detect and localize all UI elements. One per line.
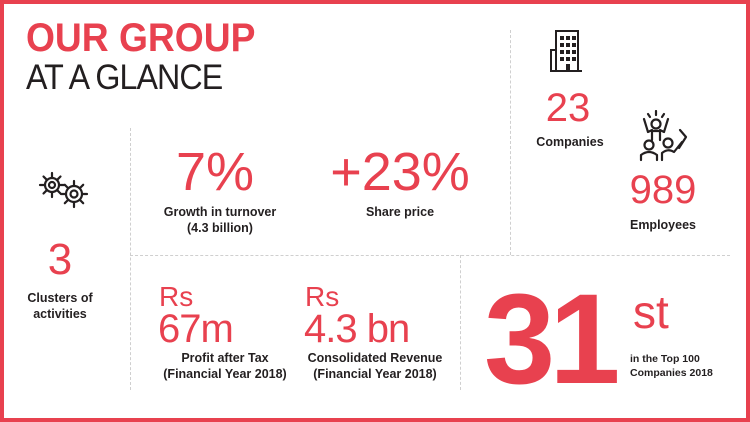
profit-label-line-1: Profit after Tax xyxy=(181,351,269,365)
share-value: +23% xyxy=(330,142,470,202)
ranking-suffix: st xyxy=(633,286,669,338)
companies-value: 23 xyxy=(545,86,591,130)
title-line-1: OUR GROUP xyxy=(26,16,256,60)
growth-label-line-1: Growth in turnover xyxy=(163,205,277,219)
growth-label: Growth in turnover (4.3 billion) xyxy=(150,204,290,236)
title-line-2: AT A GLANCE xyxy=(26,58,223,97)
people-icon xyxy=(636,109,692,162)
profit-value: 67m xyxy=(158,307,234,351)
revenue-label: Consolidated Revenue (Financial Year 201… xyxy=(300,350,450,382)
clusters-label-line-1: Clusters of xyxy=(27,291,93,305)
revenue-label-line-1: Consolidated Revenue xyxy=(307,351,443,365)
building-icon xyxy=(548,28,584,74)
gears-icon xyxy=(34,170,92,210)
profit-currency: Rs xyxy=(159,281,194,312)
profit-label: Profit after Tax (Financial Year 2018) xyxy=(150,350,300,382)
revenue-currency: Rs xyxy=(305,281,340,312)
share-label: Share price xyxy=(365,205,435,219)
revenue-label-line-2: (Financial Year 2018) xyxy=(313,367,437,381)
divider-middle xyxy=(130,255,730,256)
divider-top-right xyxy=(510,30,511,255)
ranking-label-line-2: Companies 2018 xyxy=(630,367,713,379)
clusters-label: Clusters of activities xyxy=(10,290,110,322)
ranking-label-line-1: in the Top 100 xyxy=(630,353,700,365)
growth-label-line-2: (4.3 billion) xyxy=(187,221,253,235)
ranking-label: in the Top 100 Companies 2018 xyxy=(630,352,740,380)
profit-label-line-2: (Financial Year 2018) xyxy=(163,367,287,381)
companies-label: Companies xyxy=(536,135,604,149)
divider-left xyxy=(130,128,131,390)
ranking-value: 31 xyxy=(484,268,620,411)
growth-value: 7% xyxy=(175,142,255,202)
revenue-value: 4.3 bn xyxy=(304,307,410,351)
employees-value: 989 xyxy=(629,168,697,212)
clusters-label-line-2: activities xyxy=(33,307,87,321)
employees-label: Employees xyxy=(629,218,696,232)
clusters-value: 3 xyxy=(47,235,73,284)
divider-bottom-right xyxy=(460,255,461,390)
